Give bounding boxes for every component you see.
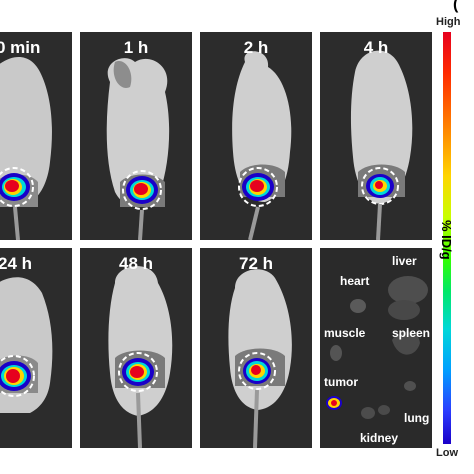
image-panel-4h: 4 h xyxy=(320,32,432,240)
time-label: 24 h xyxy=(0,254,33,273)
panel-letter-fragment: ( xyxy=(453,0,459,13)
image-panel-72h: 72 h xyxy=(200,248,312,448)
mouse-image xyxy=(0,277,53,413)
image-panel-0min: 0 min xyxy=(0,32,72,240)
organ-label-liver: liver xyxy=(392,254,417,268)
organ-label-heart: heart xyxy=(340,274,370,288)
image-panel-1h: 1 h xyxy=(80,32,192,240)
time-label: 2 h xyxy=(243,38,269,57)
organ-label-kidney: kidney xyxy=(360,431,399,445)
organ-label-spleen: spleen xyxy=(392,326,431,340)
mouse-image xyxy=(228,269,292,448)
time-label: 48 h xyxy=(118,254,154,273)
image-panel-48h: 48 h xyxy=(80,248,192,448)
colorbar-low-label: Low xyxy=(436,447,458,459)
organ-label-tumor: tumor xyxy=(324,375,358,389)
mouse-image xyxy=(350,50,413,240)
time-label: 1 h xyxy=(123,38,149,57)
organ-image xyxy=(326,276,428,419)
colorbar-title: % ID/g xyxy=(439,220,454,260)
image-panel-24h: 24 h xyxy=(0,248,72,448)
colorbar-high-label: High xyxy=(436,16,461,28)
time-label: 0 min xyxy=(0,38,41,57)
organ-label-lung: lung xyxy=(404,411,430,425)
colorbar xyxy=(443,32,451,444)
time-label: 72 h xyxy=(238,254,274,273)
mouse-image xyxy=(232,51,292,240)
image-panel-2h: 2 h xyxy=(200,32,312,240)
mouse-image xyxy=(0,57,52,240)
time-label: 4 h xyxy=(363,38,389,57)
mouse-image xyxy=(106,58,170,240)
organ-label-muscle: muscle xyxy=(324,326,366,340)
mouse-image xyxy=(108,266,173,448)
organ-panel: liver heart muscle spleen tumor lung kid… xyxy=(320,248,432,448)
